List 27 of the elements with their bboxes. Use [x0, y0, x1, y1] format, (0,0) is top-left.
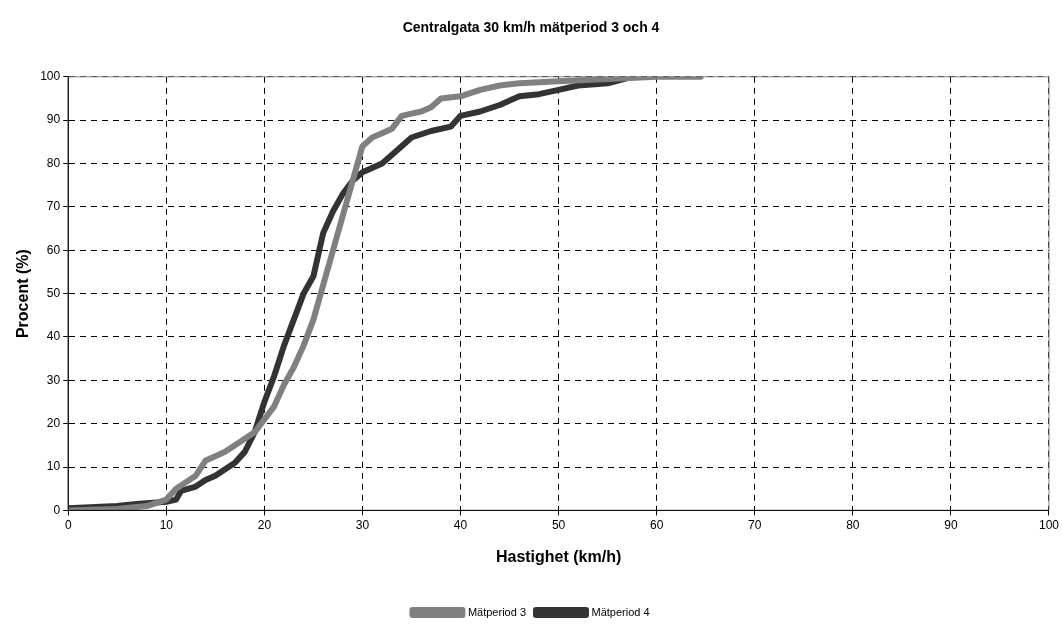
x-tick-label: 90	[944, 517, 958, 532]
chart-title: Centralgata 30 km/h mätperiod 3 och 4	[402, 19, 660, 36]
y-tick-label: 70	[46, 199, 61, 214]
x-axis-title: Hastighet (km/h)	[495, 547, 622, 565]
y-axis-title: Procent (%)	[14, 249, 32, 339]
y-tick-label: 80	[46, 155, 61, 170]
x-tick-label: 100	[1038, 517, 1060, 532]
x-tick-label: 10	[159, 517, 174, 532]
x-tick-label: 40	[453, 517, 468, 532]
x-tick-label: 70	[748, 517, 762, 532]
y-tick-label: 10	[46, 459, 61, 474]
y-tick-label: 90	[46, 112, 61, 127]
y-tick-label: 50	[46, 285, 61, 300]
x-tick-label: 30	[355, 517, 370, 532]
x-tick-label: 60	[650, 517, 664, 532]
y-tick-label: 20	[46, 415, 61, 430]
x-tick-label: 0	[64, 517, 72, 532]
legend-label: Mätperiod 3	[467, 605, 527, 618]
x-tick-label: 80	[846, 517, 860, 532]
y-tick-label: 40	[46, 329, 61, 344]
x-tick-label: 50	[551, 517, 566, 532]
y-tick-label: 60	[46, 242, 61, 257]
y-tick-label: 0	[53, 502, 61, 517]
y-tick-label: 30	[46, 372, 61, 387]
x-tick-label: 20	[257, 517, 272, 532]
legend-label: Mätperiod 4	[591, 605, 650, 618]
y-tick-label: 100	[40, 69, 61, 84]
